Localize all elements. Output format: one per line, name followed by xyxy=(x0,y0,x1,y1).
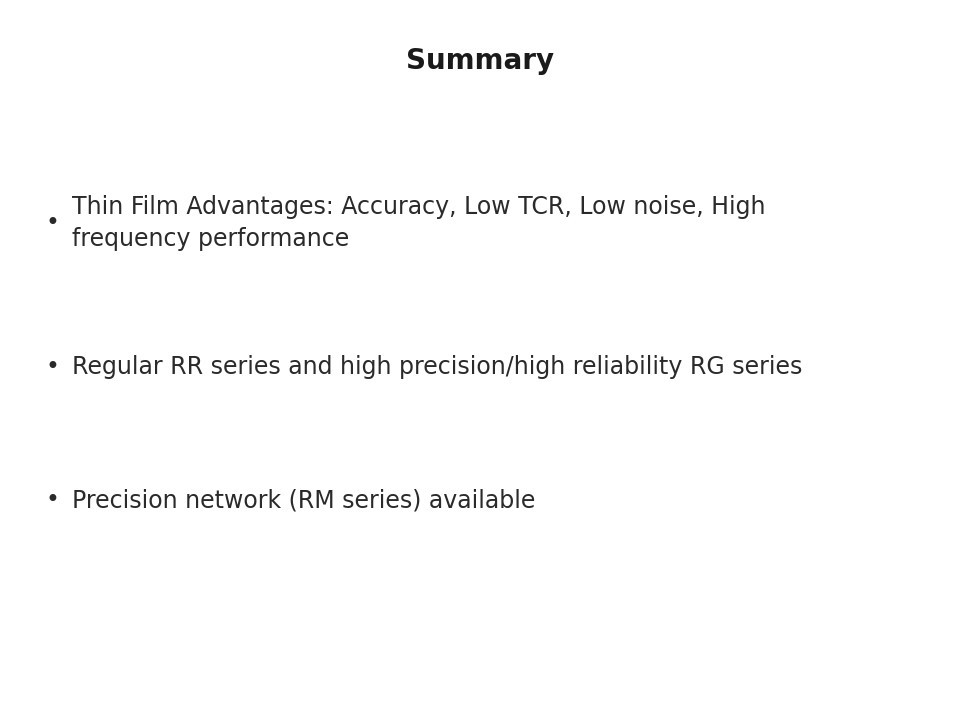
Text: •: • xyxy=(46,355,60,379)
Text: •: • xyxy=(46,211,60,235)
Text: Regular RR series and high precision/high reliability RG series: Regular RR series and high precision/hig… xyxy=(72,355,803,379)
Text: Thin Film Advantages: Accuracy, Low TCR, Low noise, High
frequency performance: Thin Film Advantages: Accuracy, Low TCR,… xyxy=(72,195,765,251)
Text: Summary: Summary xyxy=(406,47,554,75)
Text: Precision network (RM series) available: Precision network (RM series) available xyxy=(72,488,536,513)
Text: •: • xyxy=(46,488,60,513)
